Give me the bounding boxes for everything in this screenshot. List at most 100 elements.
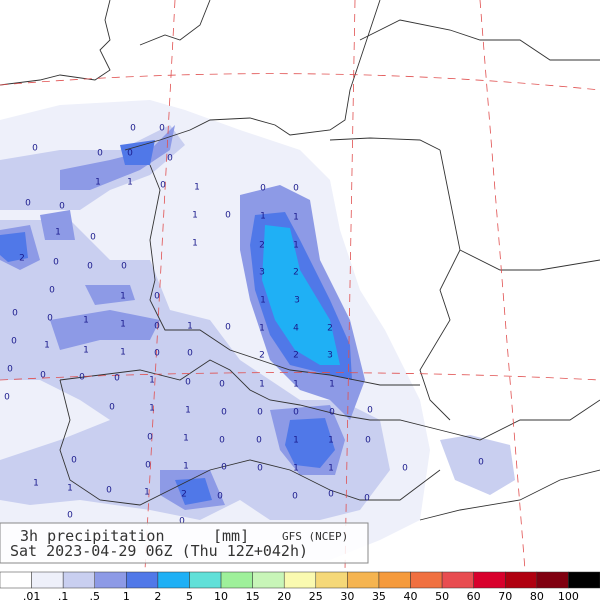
grid-value: 1	[149, 376, 155, 386]
grid-value: 2	[259, 241, 265, 251]
grid-value: 1	[328, 464, 334, 474]
colorbar-label: 1	[123, 590, 130, 600]
grid-value: 1	[127, 178, 133, 188]
grid-value: 1	[293, 380, 299, 390]
grid-value: 2	[181, 490, 187, 500]
meridian	[344, 0, 356, 571]
colorbar-swatch	[410, 571, 443, 589]
model-name: GFS (NCEP)	[282, 530, 348, 543]
grid-value: 0	[293, 408, 299, 418]
grid-value: 0	[221, 463, 227, 473]
grid-value: 3	[259, 268, 265, 278]
colorbar-swatch	[189, 571, 222, 589]
grid-value: 1	[194, 183, 200, 193]
grid-value: 1	[120, 348, 126, 358]
meridian	[479, 0, 526, 571]
colorbar-label: 60	[467, 590, 481, 600]
grid-value: 0	[160, 181, 166, 191]
colorbar-label: 100	[558, 590, 579, 600]
grid-value: 0	[167, 154, 173, 164]
grid-value: 0	[145, 461, 151, 471]
grid-value: 0	[478, 458, 484, 468]
grid-value: 2	[259, 351, 265, 361]
grid-value: 0	[114, 374, 120, 384]
grid-value: 0	[154, 349, 160, 359]
parallel	[0, 73, 600, 91]
grid-value: 2	[19, 254, 25, 264]
grid-value: 0	[179, 517, 185, 527]
borders	[0, 0, 600, 521]
grid-value: 0	[32, 144, 38, 154]
grid-value: 0	[217, 492, 223, 502]
colorbar-swatch	[568, 571, 600, 589]
grid-value: 2	[293, 268, 299, 278]
grid-value: 1	[183, 462, 189, 472]
border	[329, 137, 441, 151]
colorbar-label: .5	[89, 590, 100, 600]
grid-value: 0	[121, 262, 127, 272]
grid-value: 0	[256, 436, 262, 446]
grid-value: 0	[185, 378, 191, 388]
grid-value: 4	[293, 324, 299, 334]
colorbar-swatch	[441, 571, 474, 589]
colorbar-label: 30	[340, 590, 354, 600]
grid-value: 1	[259, 380, 265, 390]
units: [mm]	[213, 527, 249, 545]
colorbar-label: .01	[23, 590, 41, 600]
grid-value: 1	[329, 380, 335, 390]
colorbar-label: 5	[186, 590, 193, 600]
border	[459, 249, 600, 271]
grid-value: 0	[187, 349, 193, 359]
grid-value: 1	[293, 213, 299, 223]
grid-value: 0	[328, 490, 334, 500]
grid-value: 0	[225, 323, 231, 333]
colorbar-label: 15	[246, 590, 260, 600]
precipitation-field	[0, 100, 515, 560]
grid-value: 1	[120, 292, 126, 302]
parallel	[0, 372, 600, 381]
grid-value: 1	[293, 436, 299, 446]
grid-value: 0	[71, 456, 77, 466]
colorbar-label: 40	[404, 590, 418, 600]
grid-value: 0	[159, 124, 165, 134]
grid-value: 0	[147, 433, 153, 443]
grid-value: 0	[127, 149, 133, 159]
grid-value: 0	[292, 492, 298, 502]
colorbar-swatch	[94, 571, 127, 589]
colorbar-swatch	[157, 571, 190, 589]
grid-value: 0	[219, 436, 225, 446]
grid-value: 0	[90, 233, 96, 243]
precip-area	[440, 435, 515, 495]
coastline	[124, 0, 381, 151]
coastline	[139, 0, 211, 46]
grid-value: 0	[87, 262, 93, 272]
grid-value: 0	[12, 309, 18, 319]
precip-area	[262, 225, 340, 365]
colorbar-label: .1	[58, 590, 69, 600]
grid-value: 1	[293, 464, 299, 474]
colorbar-label: 35	[372, 590, 386, 600]
grid-value: 1	[67, 484, 73, 494]
grid-value: 1	[144, 488, 150, 498]
grid-value: 2	[293, 351, 299, 361]
colorbar-swatch	[505, 571, 538, 589]
colorbar-swatch	[536, 571, 569, 589]
grid-value: 0	[257, 464, 263, 474]
grid-value: 0	[67, 511, 73, 521]
grid-value: 0	[106, 486, 112, 496]
grid-value: 1	[192, 239, 198, 249]
grid-value: 0	[7, 365, 13, 375]
colorbar-label: 2	[154, 590, 161, 600]
grid-value: 0	[25, 199, 31, 209]
colorbar-swatch	[126, 571, 159, 589]
colorbar-swatch	[315, 571, 348, 589]
grid-value: 0	[260, 184, 266, 194]
border	[59, 359, 441, 431]
border	[439, 399, 600, 441]
grid-value: 0	[221, 408, 227, 418]
grid-value: 0	[40, 371, 46, 381]
grid-value: 1	[183, 434, 189, 444]
grid-value: 3	[294, 296, 300, 306]
colorbar-label: 50	[435, 590, 449, 600]
